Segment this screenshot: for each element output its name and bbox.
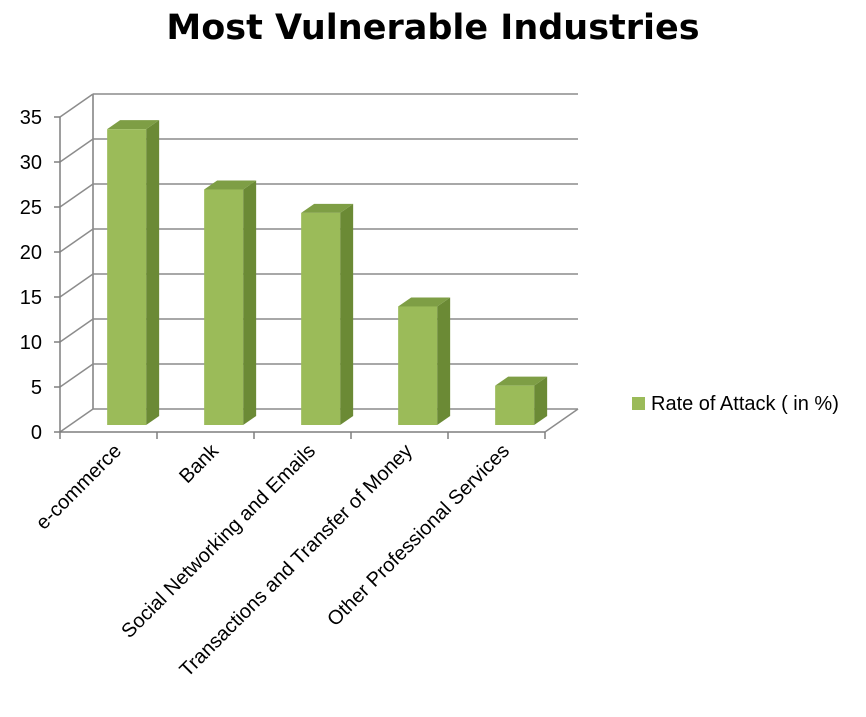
y-tick-label: 35: [20, 107, 42, 129]
bar-top: [301, 203, 354, 213]
bar: [398, 306, 438, 425]
bar-side: [340, 203, 354, 425]
gridline-side: [59, 318, 94, 343]
bar: [204, 189, 244, 425]
bar: [107, 129, 147, 425]
gridline-side: [59, 93, 94, 118]
bar-side: [243, 180, 257, 425]
floor-right-edge: [544, 408, 579, 433]
bar-top: [398, 297, 451, 307]
legend-swatch: [632, 397, 645, 410]
x-tick-label: e-commerce: [32, 440, 126, 534]
chart-title: Most Vulnerable Industries: [166, 8, 700, 48]
x-tick-label: Social Networking and Emails: [117, 440, 320, 643]
bar-side: [437, 297, 451, 425]
bar: [495, 385, 535, 425]
gridline-side: [59, 363, 94, 388]
y-tick-label: 30: [20, 152, 42, 174]
x-tick-label: Other Professional Services: [323, 440, 514, 631]
bar-side: [534, 376, 548, 425]
y-tick-label: 20: [20, 242, 42, 264]
gridline-side: [59, 273, 94, 298]
bar-top: [204, 180, 257, 190]
y-tick-label: 0: [31, 422, 42, 444]
gridline-side: [59, 408, 94, 433]
y-tick-label: 15: [20, 287, 42, 309]
gridline-side: [59, 228, 94, 253]
x-tick-label: Bank: [175, 439, 223, 487]
bar-side: [146, 120, 160, 426]
gridline-side: [59, 183, 94, 208]
y-tick-label: 5: [31, 377, 42, 399]
bar-top: [495, 376, 548, 386]
bar-top: [107, 120, 160, 130]
y-tick-label: 10: [20, 332, 42, 354]
y-tick-label: 25: [20, 197, 42, 219]
gridline-side: [59, 138, 94, 163]
legend-label: Rate of Attack ( in %): [651, 393, 839, 415]
bar: [301, 212, 341, 425]
